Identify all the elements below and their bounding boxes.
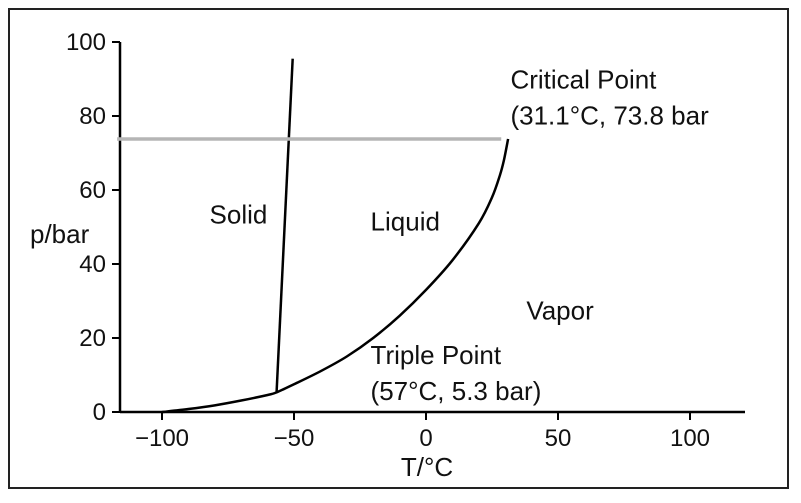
x-tick-label: 50 — [545, 425, 572, 452]
y-tick-label: 20 — [79, 325, 106, 352]
y-tick-label: 40 — [79, 251, 106, 278]
text-layer: T/°C p/bar Solid Liquid Vapor Critical Poin… — [30, 64, 709, 482]
y-tick-label: 80 — [79, 103, 106, 130]
y-tick-label: 100 — [66, 29, 106, 56]
y-tick-label: 0 — [93, 399, 106, 426]
region-label: Solid — [210, 199, 268, 229]
region-label: Liquid — [371, 207, 440, 237]
annotation-title: Critical Point — [510, 64, 657, 94]
y-tick-label: 60 — [79, 177, 106, 204]
x-tick-label: −50 — [274, 425, 315, 452]
chart-frame — [8, 8, 789, 489]
y-axis-label: p/bar — [30, 219, 90, 249]
annotation-title: Triple Point — [371, 340, 502, 370]
x-tick-label: 100 — [670, 425, 710, 452]
ticks: 0 20 40 60 80 100 −100 −50 0 50 100 — [66, 29, 710, 452]
x-tick-label: 0 — [419, 425, 432, 452]
annotation-coordinates: (31.1°C, 73.8 bar — [510, 100, 709, 130]
series-layer — [117, 58, 510, 414]
axes — [118, 42, 745, 414]
x-axis-label: T/°C — [401, 452, 453, 482]
series-line-sublimation-vaporization — [161, 138, 510, 414]
annotation-coordinates: (57°C, 5.3 bar) — [371, 376, 542, 406]
x-tick-label: −100 — [135, 425, 189, 452]
region-label: Vapor — [526, 296, 594, 326]
series-line-melting — [275, 58, 294, 393]
